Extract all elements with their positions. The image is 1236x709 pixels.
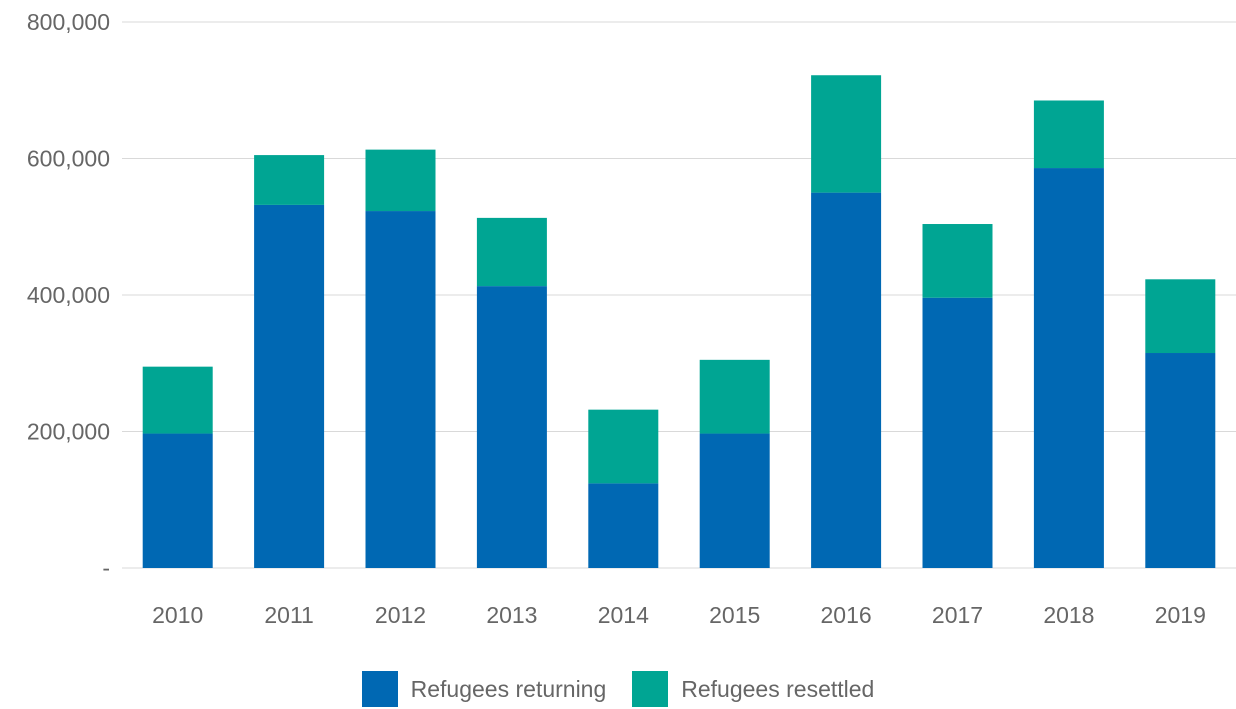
bars	[142, 75, 1216, 569]
x-tick-label: 2015	[709, 602, 760, 628]
y-tick-label: 600,000	[27, 146, 110, 172]
bar-refugees-returning	[811, 192, 882, 568]
bar-refugees-resettled	[1145, 279, 1216, 354]
legend-item-returning: Refugees returning	[361, 671, 607, 707]
bar-refugees-resettled	[811, 75, 882, 193]
bar-refugees-returning	[1145, 353, 1216, 568]
bar-refugees-returning	[1033, 168, 1104, 568]
legend-item-resettled: Refugees resettled	[632, 671, 874, 707]
bar-refugees-returning	[699, 433, 770, 568]
x-tick-label: 2014	[598, 602, 649, 628]
y-tick-label: 800,000	[27, 9, 110, 35]
x-tick-label: 2012	[375, 602, 426, 628]
bar-refugees-returning	[476, 286, 547, 568]
legend-label-returning: Refugees returning	[410, 675, 607, 702]
x-tick-label: 2010	[152, 602, 203, 628]
legend-swatch-returning	[361, 671, 398, 707]
x-tick-label: 2016	[821, 602, 872, 628]
legend: Refugees returning Refugees resettled	[0, 668, 1236, 709]
x-tick-label: 2011	[264, 602, 313, 628]
x-tick-label: 2018	[1043, 602, 1094, 628]
y-tick-label: -	[102, 555, 110, 581]
bar-refugees-returning	[922, 297, 993, 568]
bar-refugees-resettled	[142, 366, 213, 434]
bar-refugees-returning	[365, 211, 436, 569]
bar-refugees-resettled	[476, 217, 547, 287]
y-tick-label: 400,000	[27, 282, 110, 308]
bar-refugees-resettled	[365, 149, 436, 212]
y-tick-label: 200,000	[27, 419, 110, 445]
x-axis-ticks: 2010 2011 2012 2013 2014 2015 2016 2017 2018 2019	[152, 602, 1206, 628]
x-tick-label: 2013	[486, 602, 537, 628]
bar-refugees-resettled	[1033, 100, 1104, 169]
x-tick-label: 2017	[932, 602, 983, 628]
bar-refugees-resettled	[254, 155, 325, 205]
x-tick-label: 2019	[1155, 602, 1206, 628]
y-axis-ticks: - 200,000 400,000 600,000 800,000	[27, 9, 110, 581]
bar-refugees-returning	[254, 204, 325, 568]
bar-refugees-returning	[588, 483, 659, 568]
legend-label-resettled: Refugees resettled	[681, 675, 875, 702]
bar-refugees-resettled	[588, 409, 659, 484]
bar-refugees-resettled	[699, 359, 770, 434]
bar-refugees-returning	[142, 433, 213, 568]
bar-refugees-resettled	[922, 224, 993, 298]
legend-swatch-resettled	[632, 671, 669, 707]
